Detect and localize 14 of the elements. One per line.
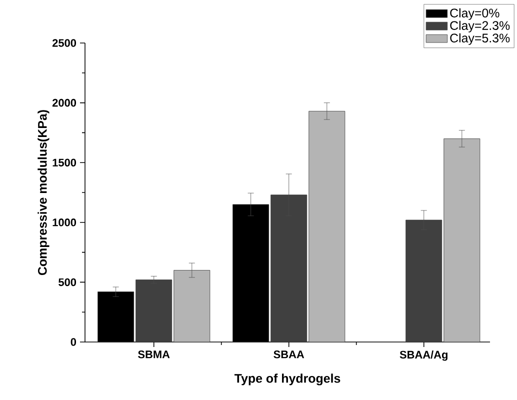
legend-label: Clay=0% bbox=[450, 8, 500, 20]
y-tick-label: 2500 bbox=[52, 39, 76, 47]
x-tick-label: SBAA bbox=[274, 350, 304, 358]
y-tick-label: 1500 bbox=[52, 158, 76, 166]
y-tick-label: 500 bbox=[58, 278, 76, 286]
legend-label: Clay=5.3% bbox=[450, 33, 510, 45]
y-tick-label: 1000 bbox=[52, 218, 76, 226]
legend-label: Clay=2.3% bbox=[450, 20, 510, 32]
y-tick-label: 0 bbox=[70, 338, 76, 346]
x-tick-label: SBMA bbox=[138, 350, 170, 358]
x-axis-title: Type of hydrogels bbox=[234, 374, 340, 386]
y-axis-title: Compressive modulus(KPa) bbox=[38, 110, 50, 276]
x-tick-label: SBAA/Ag bbox=[400, 350, 448, 361]
y-tick-label: 2000 bbox=[52, 98, 76, 107]
